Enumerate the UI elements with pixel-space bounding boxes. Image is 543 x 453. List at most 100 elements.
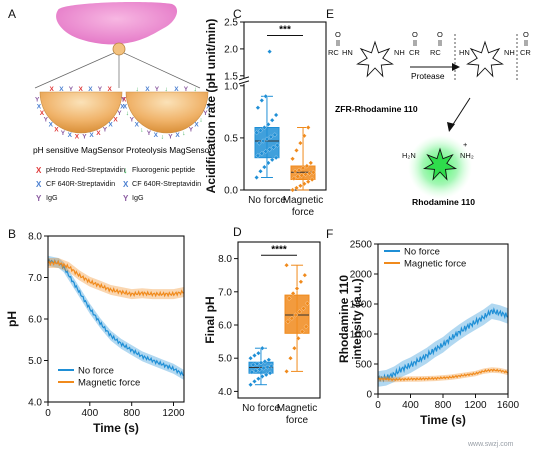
surface-molecule-icon: X bbox=[108, 122, 113, 129]
data-point bbox=[299, 172, 305, 178]
data-point bbox=[305, 179, 311, 185]
rhodamine-product: H₂N NH₂ + Rhodamine 110 bbox=[402, 135, 475, 207]
legend-ph-sensor: X pHrodo Red-Streptavidin X CF 640R-Stre… bbox=[36, 165, 125, 203]
y-axis-label: Acidification rate (pH unit/min) bbox=[204, 19, 218, 194]
surface-molecule-icon: ↓ bbox=[182, 130, 185, 137]
data-point bbox=[289, 315, 295, 321]
cleaved-molecule: O RC HN NH O CR bbox=[430, 30, 531, 82]
chart-f-rhodamine-intensity: F 0 500 1000 1500 2000 2500 0 400 800 1200 1600 Time… bbox=[326, 227, 520, 427]
data-point bbox=[259, 151, 265, 156]
y-axis-label: Final pH bbox=[203, 296, 217, 343]
y-tick-label: 7.0 bbox=[218, 287, 232, 298]
data-point bbox=[294, 185, 299, 191]
ph-sensor-bead bbox=[39, 91, 123, 134]
y-tick-label: 2.5 bbox=[224, 18, 238, 29]
y-tick-label: 7.0 bbox=[28, 273, 42, 284]
data-point bbox=[252, 378, 257, 384]
y-tick-label: 4.0 bbox=[28, 398, 42, 409]
x-tick-label: 400 bbox=[402, 400, 419, 411]
data-point bbox=[301, 181, 307, 187]
y-tick-label: 500 bbox=[355, 360, 372, 371]
axis-break-mark bbox=[238, 76, 250, 81]
surface-molecule-icon: X bbox=[145, 86, 150, 93]
data-point bbox=[288, 355, 293, 361]
y-tick-label: 8.0 bbox=[218, 254, 232, 265]
data-point bbox=[285, 319, 291, 325]
surface-molecule-icon: Y bbox=[189, 126, 194, 133]
plot-frame bbox=[237, 241, 321, 399]
legend-icon: X bbox=[36, 180, 42, 189]
y-tick-label: 6.0 bbox=[218, 321, 232, 332]
legend-icon: Y bbox=[36, 194, 42, 203]
data-point bbox=[263, 93, 269, 99]
magsensor-bead-small bbox=[112, 42, 126, 56]
x-tick-label: 800 bbox=[123, 408, 140, 419]
surface-molecule-icon: Y bbox=[168, 133, 173, 140]
data-point bbox=[296, 167, 302, 173]
data-point bbox=[309, 177, 315, 183]
x-tick-label: 1200 bbox=[162, 408, 185, 419]
data-point bbox=[248, 355, 254, 361]
legend-icon: Y bbox=[123, 194, 129, 203]
data-point bbox=[268, 134, 274, 140]
data-point bbox=[267, 49, 273, 55]
series-line bbox=[47, 259, 185, 298]
surface-molecule-icon: X bbox=[79, 86, 84, 93]
proteolysis-sensor-surface-molecules: ↓XY↓XY↓XY↓XY↓XY↓XY↓ X Y ↓ X Y ↓ bbox=[121, 86, 211, 140]
y-tick-label: 2000 bbox=[350, 270, 373, 281]
category-label: Magnetic bbox=[283, 195, 324, 206]
y-tick-label: 5.0 bbox=[218, 354, 232, 365]
xanthene-core-star bbox=[356, 40, 394, 78]
data-point bbox=[268, 363, 274, 369]
category-label: No force bbox=[242, 403, 280, 414]
data-point bbox=[301, 305, 306, 311]
surface-molecule-icon: ↓ bbox=[208, 96, 211, 103]
legend-label: No force bbox=[78, 366, 114, 377]
category-label: force bbox=[292, 207, 315, 218]
ph-sensor-title: pH sensitive MagSensor bbox=[33, 145, 124, 155]
legend-icon: X bbox=[123, 180, 129, 189]
plot-frame bbox=[243, 21, 327, 191]
surface-molecule-icon: Y bbox=[61, 130, 66, 137]
proteolysis-sensor-bead bbox=[125, 91, 209, 134]
data-point bbox=[261, 164, 267, 170]
nh-group: NH bbox=[394, 48, 405, 57]
surface-molecule-icon: Y bbox=[98, 86, 103, 93]
carbonyl-o-right: O bbox=[523, 30, 529, 39]
panel-letter: B bbox=[8, 227, 16, 241]
legend-label: No force bbox=[404, 247, 440, 258]
legend-label: Magnetic force bbox=[78, 378, 140, 389]
data-point bbox=[304, 300, 310, 306]
data-point bbox=[265, 121, 271, 127]
data-point bbox=[266, 357, 272, 363]
y-tick-label: 6.0 bbox=[28, 315, 42, 326]
y-tick-label: 2500 bbox=[350, 240, 373, 251]
data-point bbox=[293, 312, 299, 318]
panel-letter: C bbox=[233, 7, 242, 21]
watermark: www.swzj.com bbox=[467, 441, 514, 448]
zfr-rhodamine-label: ZFR-Rhodamine 110 bbox=[335, 104, 418, 114]
y-tick-label: 1.0 bbox=[224, 81, 238, 92]
x-tick-label: 0 bbox=[375, 400, 381, 411]
reaction-arrowhead bbox=[452, 63, 460, 71]
surface-molecule-icon: X bbox=[123, 104, 128, 111]
chart-b-ph-time: B 4.0 5.0 6.0 7.0 8.0 0 400 800 1200 Time (s) No fo… bbox=[5, 227, 185, 435]
data-point bbox=[257, 367, 263, 372]
data-point bbox=[248, 382, 254, 388]
chart-c-acidification-rate: C 0.0 0.5 1.01.5 2.0 2.5 No forceMagneticforce… bbox=[204, 7, 327, 218]
legend-text: IgG bbox=[46, 193, 58, 202]
data-point bbox=[284, 368, 290, 374]
data-point bbox=[273, 155, 279, 161]
data-point bbox=[305, 125, 311, 130]
data-point bbox=[271, 144, 276, 150]
series-line bbox=[377, 307, 509, 383]
zoom-line-left bbox=[34, 52, 115, 89]
data-point bbox=[259, 345, 265, 351]
data-point bbox=[291, 345, 297, 351]
y-axis-label: Rhodamine 110 bbox=[337, 275, 351, 363]
data-point bbox=[297, 140, 303, 146]
y-axis-label: pH bbox=[5, 311, 19, 327]
